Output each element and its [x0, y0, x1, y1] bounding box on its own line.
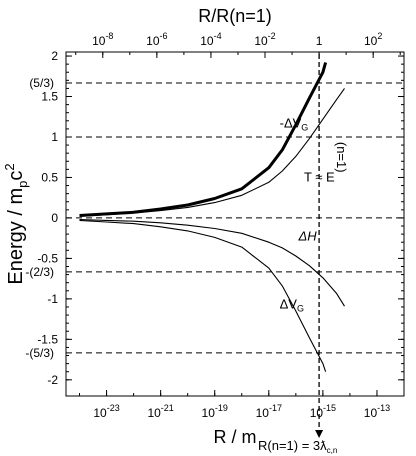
y-axis-title: Energy / mpc2: [2, 163, 30, 284]
series-label-neg-delta-vg-main: -ΔV: [280, 115, 302, 130]
n1-vertical-label: (n=1): [334, 142, 349, 173]
series-line-0: [79, 62, 328, 217]
top-tick-label-4: 1: [316, 34, 323, 48]
bottom-tick-label-4: 10-15: [310, 403, 336, 420]
bottom-tick-label-2-exponent: -19: [215, 403, 228, 413]
top-tick-label-0: 10-8: [92, 31, 113, 48]
top-tick-label-2: 10-4: [200, 31, 221, 48]
y-tick-label-6: -1: [47, 292, 58, 306]
n1-arrow-head: [315, 430, 324, 438]
n1-marker: [315, 54, 324, 438]
top-axis-title: R/R(n=1): [198, 6, 272, 26]
n1-radius-note: R(n=1) = 3ƛc,n: [258, 438, 337, 455]
y-tick-label-0: 2: [51, 49, 58, 63]
series-line-1: [79, 88, 345, 217]
series-label-delta-vg: ΔVG: [280, 297, 304, 314]
bottom-tick-label-1: 10-21: [147, 403, 173, 420]
y-axis-title-sub: p: [15, 181, 30, 188]
top-tick-label-5-exponent: 2: [377, 31, 382, 41]
axis-ticks: [66, 52, 405, 396]
y-tick-label-5: -0.5: [37, 251, 58, 265]
bottom-tick-label-3: 10-17: [256, 403, 282, 420]
dashed-reference-lines: [66, 82, 404, 354]
y-tick-label-3: 0.5: [41, 170, 58, 184]
bottom-tick-label-0-exponent: -23: [107, 403, 120, 413]
top-tick-label-3: 10-2: [254, 31, 275, 48]
bottom-tick-label-5-exponent: -13: [377, 403, 390, 413]
y-fraction-label-2: -(5/3): [25, 346, 54, 360]
top-tick-label-5: 102: [364, 31, 382, 48]
y-tick-label-4: 0: [51, 211, 58, 225]
bottom-tick-label-3-exponent: -17: [269, 403, 282, 413]
y-tick-label-7: -1.5: [37, 332, 58, 346]
y-axis-title-tail: c: [5, 171, 27, 181]
plot-frame: [65, 51, 405, 397]
y-fraction-label-1: -(2/3): [25, 265, 54, 279]
bottom-tick-label-1-exponent: -21: [161, 403, 174, 413]
y-axis-title-sup: 2: [2, 163, 17, 170]
series-label-neg-delta-vg-sub: G: [301, 122, 308, 132]
series-label-t-approx-e: T ≈ E: [304, 170, 335, 185]
bottom-axis-title: R / m: [214, 427, 257, 447]
n1-radius-note-text: R(n=1) = 3: [258, 438, 320, 453]
curves: [79, 62, 345, 372]
y-axis-title-main: Energy / m: [5, 188, 27, 285]
y-tick-label-8: -2: [47, 373, 58, 387]
y-fraction-label-0: (5/3): [29, 76, 54, 90]
n1-radius-note-symbol: ƛ: [320, 438, 327, 453]
series-labels: -ΔVG T ≈ E ΔH ΔVG: [280, 115, 335, 313]
bottom-tick-label-2: 10-19: [202, 403, 228, 420]
y-tick-label-2: 1: [51, 130, 58, 144]
top-tick-label-2-exponent: -4: [214, 31, 222, 41]
series-label-delta-h: ΔH: [298, 229, 318, 244]
series-label-delta-vg-sub: G: [297, 304, 304, 314]
top-tick-label-0-exponent: -8: [105, 31, 113, 41]
bottom-tick-label-4-exponent: -15: [323, 403, 336, 413]
bottom-tick-label-5: 10-13: [364, 403, 390, 420]
bottom-tick-label-0: 10-23: [93, 403, 119, 420]
y-tick-label-1: 1.5: [41, 90, 58, 104]
top-tick-label-1-exponent: -6: [160, 31, 168, 41]
top-tick-label-3-exponent: -2: [268, 31, 276, 41]
top-tick-label-1: 10-6: [146, 31, 167, 48]
series-line-2: [79, 218, 345, 307]
n1-radius-note-sub: c,n: [327, 446, 338, 455]
series-line-3: [79, 219, 327, 372]
series-label-delta-vg-main: ΔV: [280, 297, 298, 312]
series-label-neg-delta-vg: -ΔVG: [280, 115, 309, 132]
